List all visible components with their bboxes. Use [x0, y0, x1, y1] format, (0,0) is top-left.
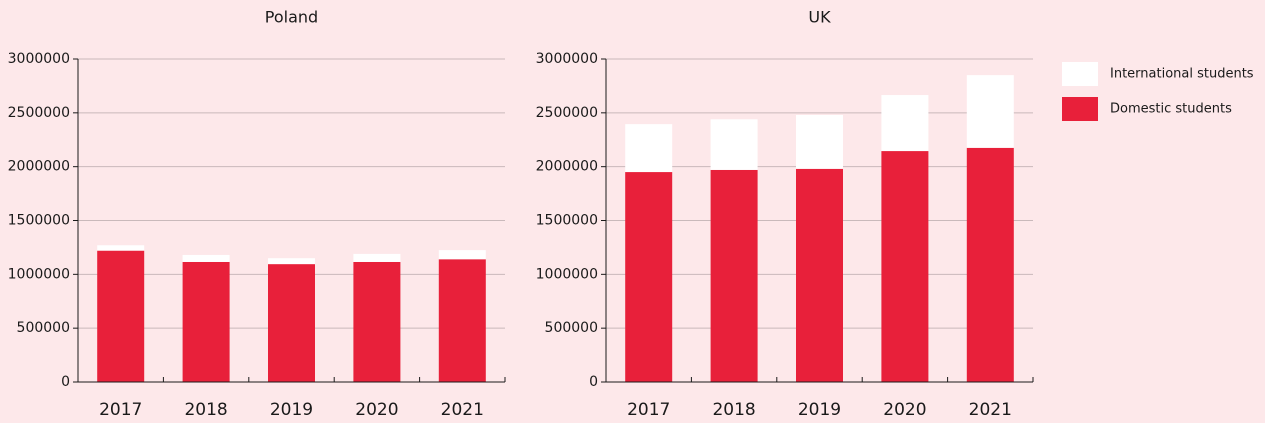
bar-segment	[353, 253, 401, 262]
y-tick-label: 3000000	[8, 51, 70, 67]
x-tick-label: 2019	[798, 400, 841, 420]
legend-swatch	[1062, 62, 1098, 86]
bar-segment	[182, 254, 230, 262]
y-tick-label: 2500000	[8, 105, 70, 121]
bar-segment	[97, 250, 145, 382]
y-tick-label: 3000000	[536, 51, 598, 67]
y-tick-label: 1500000	[8, 213, 70, 229]
x-tick-label: 2020	[883, 400, 926, 420]
bar-segment	[268, 264, 315, 382]
bar-segment	[796, 114, 843, 169]
bar-segment	[438, 250, 486, 260]
y-tick-label: 1000000	[536, 266, 598, 282]
x-tick-label: 2017	[627, 400, 670, 420]
bar-segment	[353, 261, 401, 382]
bar-segment	[710, 169, 758, 382]
x-tick-label: 2021	[441, 400, 484, 420]
legend-swatch	[1062, 97, 1098, 121]
chart-title: UK	[808, 8, 831, 27]
y-tick-label: 0	[61, 374, 70, 390]
bar-segment	[625, 172, 673, 382]
bar-segment	[796, 168, 843, 382]
bar-segment	[710, 119, 758, 170]
y-tick-label: 500000	[17, 320, 70, 336]
x-tick-label: 2020	[355, 400, 398, 420]
bar-segment	[97, 245, 145, 251]
x-tick-label: 2021	[969, 400, 1012, 420]
y-tick-label: 0	[589, 374, 598, 390]
bar-segment	[268, 258, 315, 265]
x-tick-label: 2018	[712, 400, 755, 420]
legend-label: International students	[1110, 67, 1254, 82]
bar-segment	[881, 95, 929, 152]
legend-label: Domestic students	[1110, 102, 1232, 117]
x-tick-label: 2018	[184, 400, 227, 420]
x-tick-label: 2017	[99, 400, 142, 420]
bar-segment	[438, 259, 486, 382]
x-tick-label: 2019	[270, 400, 313, 420]
y-tick-label: 1500000	[536, 213, 598, 229]
y-tick-label: 1000000	[8, 266, 70, 282]
y-tick-label: 2000000	[8, 159, 70, 175]
y-tick-label: 500000	[545, 320, 598, 336]
bar-segment	[966, 147, 1014, 382]
chart-title: Poland	[265, 8, 318, 27]
y-tick-label: 2000000	[536, 159, 598, 175]
bar-segment	[881, 151, 929, 382]
bar-segment	[182, 261, 230, 382]
bar-segment	[966, 75, 1014, 148]
y-tick-label: 2500000	[536, 105, 598, 121]
bar-segment	[625, 124, 673, 173]
